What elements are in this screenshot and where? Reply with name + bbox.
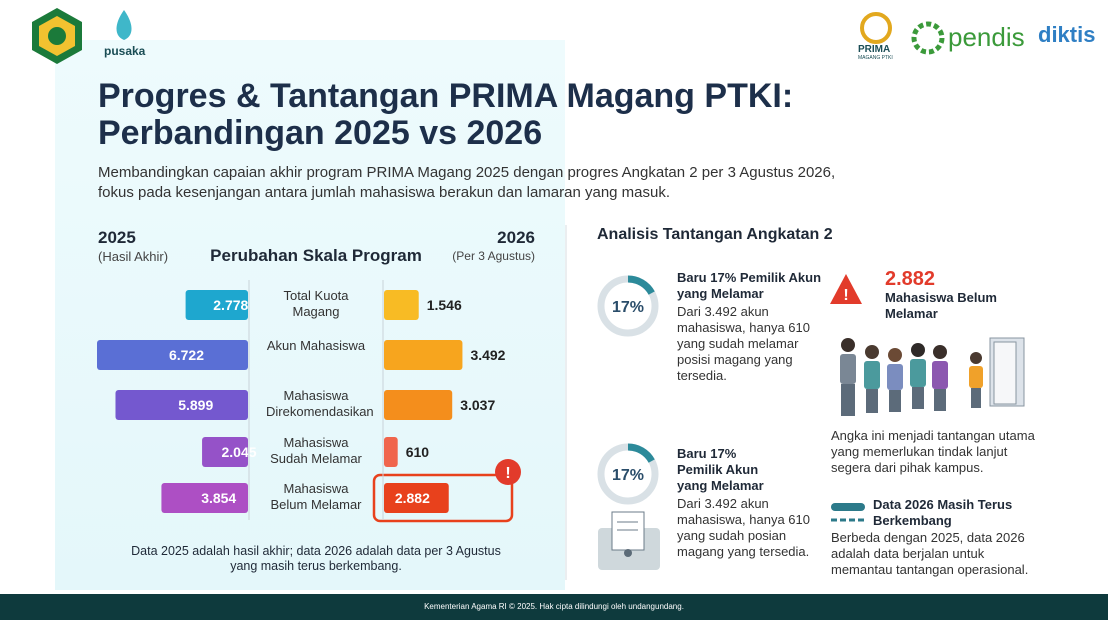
donut-arc xyxy=(597,275,659,337)
bar xyxy=(185,290,248,320)
value-label: 610 xyxy=(406,444,430,460)
value-label: 1.546 xyxy=(427,297,462,313)
card-title: Mahasiswa Belum Melamar xyxy=(885,290,997,321)
bar xyxy=(384,483,449,513)
card-body: Dari 3.492 akun mahasiswa, hanya 610 yan… xyxy=(677,304,810,383)
warning-mark: ! xyxy=(843,287,848,304)
people-illustration xyxy=(840,337,1025,416)
logo-text: diktis xyxy=(1038,22,1096,47)
bar xyxy=(115,390,248,420)
value-label: 3.854 xyxy=(201,490,236,506)
value-label: 2.882 xyxy=(395,490,430,506)
subtitle: Membandingkan capaian akhir program PRIM… xyxy=(98,164,836,201)
donut-arc xyxy=(597,443,659,505)
value-label: 5.899 xyxy=(178,397,213,413)
series-name: 2025 xyxy=(98,228,136,247)
donut-label: 17% xyxy=(612,299,644,316)
bar xyxy=(202,437,248,467)
card-title: Baru 17% Pemilik Akun yang Melamar xyxy=(677,446,764,493)
bar xyxy=(384,290,419,320)
alert-icon xyxy=(495,459,521,485)
document-icon xyxy=(598,511,660,570)
bar xyxy=(97,340,248,370)
chart: 2.778 1.546 6.722 3.492 5.899 3.037 2.045 610 3.… xyxy=(97,280,521,523)
title-line: Perbandingan 2025 vs 2026 xyxy=(98,114,543,152)
chart-title: Perubahan Skala Program xyxy=(210,246,422,265)
footer-text: Kementerian Agama RI © 2025. Hak cipta d… xyxy=(424,602,684,611)
card-title: Baru 17% Pemilik Akun yang Melamar xyxy=(677,270,822,301)
value-label: 3.492 xyxy=(470,347,505,363)
card-body: Berbeda dengan 2025, data 2026 adalah da… xyxy=(831,530,1029,577)
series-subtitle: (Per 3 Agustus) xyxy=(452,249,535,263)
bar xyxy=(384,340,463,370)
category-label: Akun Mahasiswa xyxy=(266,338,366,353)
alert-mark: ! xyxy=(505,465,510,482)
card-figure: 2.882 xyxy=(885,268,936,290)
card-body: Angka ini menjadi tantangan utama yang m… xyxy=(831,428,1035,475)
bar xyxy=(384,390,453,420)
logo-text: pendis xyxy=(948,22,1025,52)
donut-label: 17% xyxy=(612,467,644,484)
prima-icon xyxy=(860,12,892,44)
series-subtitle: (Hasil Akhir) xyxy=(98,249,169,264)
pendis-icon xyxy=(911,21,945,55)
emblem-core xyxy=(48,27,66,45)
card-body: Dari 3.492 akun mahasiswa, hanya 610 yan… xyxy=(677,496,810,559)
bar xyxy=(161,483,248,513)
card-title: Data 2026 Masih Terus Berkembang xyxy=(873,497,1013,528)
value-label: 6.722 xyxy=(169,347,204,363)
bar xyxy=(384,437,398,467)
analysis-graphics: ! 17% 17% xyxy=(597,274,1025,570)
pusaka-icon xyxy=(116,10,132,40)
highlight-box xyxy=(372,473,514,523)
logo-text: pusaka xyxy=(104,44,146,58)
analysis-title: Analisis Tantangan Angkatan 2 xyxy=(597,226,833,243)
chart-note: Data 2025 adalah hasil akhir; data 2026 … xyxy=(131,544,501,573)
value-label: 3.037 xyxy=(460,397,495,413)
series-name: 2026 xyxy=(497,228,535,247)
value-label: 2.045 xyxy=(222,444,257,460)
category-label: Mahasiswa Direkomendasikan xyxy=(266,388,374,419)
footer: Kementerian Agama RI © 2025. Hak cipta d… xyxy=(0,594,1108,620)
left-panel xyxy=(55,40,565,590)
warning-icon xyxy=(830,274,862,304)
logo-text: MAGANG PTKI xyxy=(858,55,893,61)
category-label: Total Kuota Magang xyxy=(283,288,349,319)
logo-text: PRIMA xyxy=(858,44,891,55)
title: Progres & Tantangan PRIMA Magang PTKI: P… xyxy=(98,78,793,152)
progress-icon xyxy=(831,503,865,522)
category-label: Mahasiswa Belum Melamar xyxy=(270,481,362,512)
title-line: Progres & Tantangan PRIMA Magang PTKI: xyxy=(98,77,794,115)
value-label: 2.778 xyxy=(213,297,248,313)
category-label: Mahasiswa Sudah Melamar xyxy=(270,435,362,466)
